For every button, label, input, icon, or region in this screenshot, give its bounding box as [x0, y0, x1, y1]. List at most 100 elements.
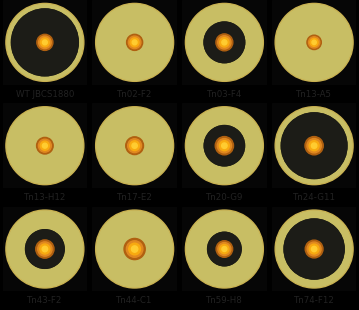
Circle shape	[132, 143, 137, 148]
Circle shape	[220, 38, 228, 46]
Circle shape	[28, 232, 62, 266]
Circle shape	[126, 240, 144, 258]
Circle shape	[42, 40, 47, 45]
Circle shape	[38, 139, 51, 152]
Circle shape	[132, 246, 137, 251]
Circle shape	[130, 141, 140, 151]
Circle shape	[108, 119, 161, 172]
Text: Tn24-G11: Tn24-G11	[293, 193, 336, 202]
Circle shape	[290, 225, 338, 273]
Circle shape	[13, 218, 76, 281]
Circle shape	[200, 18, 248, 66]
Circle shape	[112, 20, 157, 65]
Circle shape	[117, 128, 152, 163]
Circle shape	[18, 16, 71, 69]
Circle shape	[214, 135, 234, 156]
Circle shape	[305, 136, 323, 155]
Circle shape	[295, 230, 334, 268]
Circle shape	[310, 142, 318, 149]
Circle shape	[40, 244, 50, 254]
Circle shape	[216, 241, 233, 257]
Circle shape	[104, 219, 165, 279]
Circle shape	[107, 15, 162, 70]
Circle shape	[205, 127, 243, 165]
Circle shape	[209, 234, 239, 264]
Circle shape	[36, 137, 54, 154]
Circle shape	[10, 110, 80, 181]
Circle shape	[116, 127, 154, 165]
Circle shape	[192, 216, 257, 282]
Circle shape	[307, 139, 321, 153]
Circle shape	[109, 121, 160, 171]
Circle shape	[312, 40, 317, 45]
Circle shape	[16, 220, 74, 278]
Circle shape	[27, 25, 62, 60]
Circle shape	[286, 221, 342, 277]
Circle shape	[189, 110, 260, 181]
Circle shape	[101, 112, 169, 180]
Circle shape	[99, 110, 170, 181]
Circle shape	[312, 143, 317, 148]
Circle shape	[95, 210, 174, 288]
Circle shape	[126, 137, 144, 154]
Circle shape	[287, 222, 341, 276]
Circle shape	[275, 210, 353, 288]
Circle shape	[194, 12, 255, 73]
Circle shape	[25, 230, 64, 268]
Circle shape	[17, 15, 73, 70]
Circle shape	[208, 130, 241, 162]
Circle shape	[285, 117, 343, 175]
Circle shape	[303, 237, 326, 260]
Circle shape	[197, 221, 252, 277]
Circle shape	[35, 32, 55, 52]
Circle shape	[292, 227, 336, 271]
Circle shape	[308, 37, 320, 48]
Circle shape	[131, 38, 139, 46]
Circle shape	[127, 34, 143, 51]
Circle shape	[203, 228, 246, 270]
Circle shape	[42, 143, 47, 148]
Circle shape	[7, 108, 83, 184]
Circle shape	[210, 235, 238, 263]
Circle shape	[307, 241, 322, 257]
Circle shape	[284, 115, 344, 176]
Circle shape	[102, 113, 167, 179]
Circle shape	[204, 22, 244, 63]
Circle shape	[209, 27, 240, 58]
Circle shape	[30, 131, 60, 161]
Circle shape	[279, 214, 349, 284]
Circle shape	[30, 27, 60, 57]
Circle shape	[219, 37, 229, 47]
Circle shape	[205, 230, 243, 268]
Circle shape	[312, 246, 317, 252]
Circle shape	[220, 142, 228, 149]
Circle shape	[223, 41, 226, 44]
Circle shape	[118, 26, 151, 59]
Circle shape	[197, 118, 252, 173]
Circle shape	[120, 131, 150, 161]
Circle shape	[101, 8, 169, 76]
Circle shape	[208, 232, 241, 266]
Circle shape	[11, 8, 79, 76]
Circle shape	[124, 238, 145, 260]
Circle shape	[203, 21, 246, 64]
Circle shape	[128, 140, 141, 152]
Circle shape	[42, 246, 47, 251]
Circle shape	[199, 121, 250, 171]
Circle shape	[106, 220, 164, 278]
Circle shape	[281, 113, 347, 179]
Circle shape	[40, 141, 50, 150]
Circle shape	[36, 240, 54, 258]
Circle shape	[211, 132, 238, 159]
Circle shape	[112, 123, 157, 168]
Text: Tn44-C1: Tn44-C1	[116, 296, 153, 305]
Circle shape	[214, 135, 235, 156]
Circle shape	[302, 133, 327, 158]
Circle shape	[128, 36, 141, 49]
Circle shape	[278, 109, 351, 182]
Circle shape	[307, 138, 322, 153]
Circle shape	[25, 22, 65, 63]
Circle shape	[285, 220, 343, 278]
Circle shape	[106, 13, 164, 71]
Circle shape	[188, 212, 261, 286]
